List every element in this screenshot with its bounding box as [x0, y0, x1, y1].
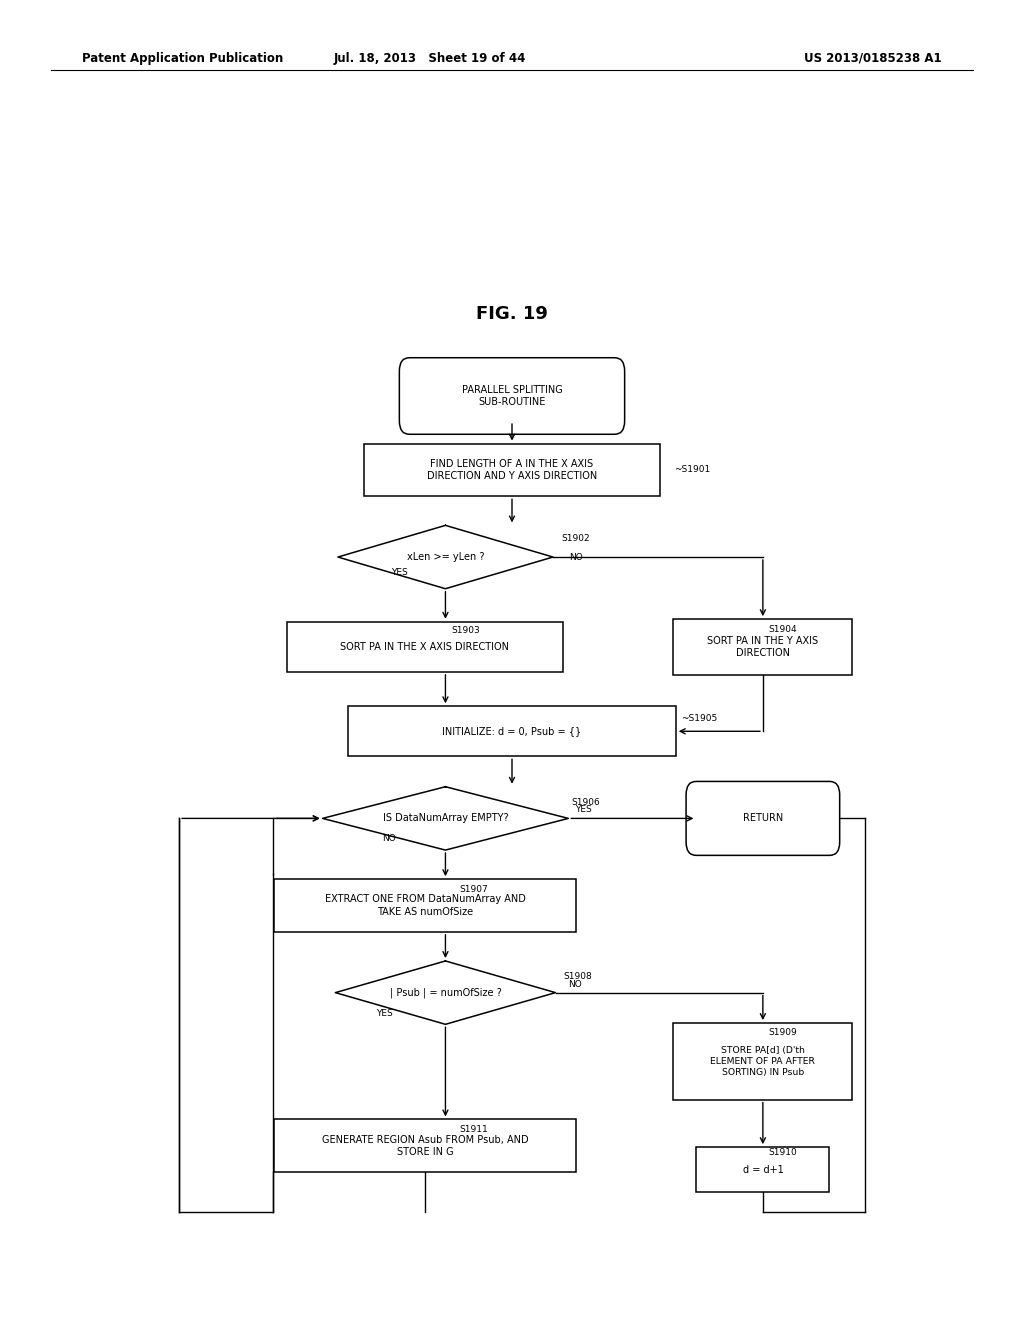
- Text: SORT PA IN THE X AXIS DIRECTION: SORT PA IN THE X AXIS DIRECTION: [340, 642, 510, 652]
- FancyBboxPatch shape: [273, 879, 575, 932]
- Text: NO: NO: [569, 553, 583, 561]
- FancyBboxPatch shape: [674, 619, 852, 675]
- Text: US 2013/0185238 A1: US 2013/0185238 A1: [805, 51, 942, 65]
- Polygon shape: [336, 961, 555, 1024]
- Text: STORE PA[d] (D'th
ELEMENT OF PA AFTER
SORTING) IN Psub: STORE PA[d] (D'th ELEMENT OF PA AFTER SO…: [711, 1045, 815, 1077]
- Text: S1908: S1908: [563, 973, 592, 981]
- Text: S1904: S1904: [768, 626, 797, 634]
- FancyBboxPatch shape: [287, 622, 563, 672]
- Text: PARALLEL SPLITTING
SUB-ROUTINE: PARALLEL SPLITTING SUB-ROUTINE: [462, 385, 562, 407]
- Text: d = d+1: d = d+1: [742, 1164, 783, 1175]
- Text: S1903: S1903: [452, 627, 480, 635]
- FancyBboxPatch shape: [696, 1147, 829, 1192]
- Text: Patent Application Publication: Patent Application Publication: [82, 51, 284, 65]
- Text: ~S1901: ~S1901: [674, 466, 710, 474]
- Text: RETURN: RETURN: [742, 813, 783, 824]
- Text: GENERATE REGION Asub FROM Psub, AND
STORE IN G: GENERATE REGION Asub FROM Psub, AND STOR…: [322, 1135, 528, 1156]
- Text: YES: YES: [575, 805, 592, 813]
- Text: | Psub | = numOfSize ?: | Psub | = numOfSize ?: [389, 987, 502, 998]
- Text: EXTRACT ONE FROM DataNumArray AND
TAKE AS numOfSize: EXTRACT ONE FROM DataNumArray AND TAKE A…: [325, 895, 525, 916]
- Text: NO: NO: [568, 981, 582, 989]
- Text: S1906: S1906: [571, 799, 600, 807]
- Polygon shape: [323, 787, 568, 850]
- FancyBboxPatch shape: [348, 706, 676, 756]
- FancyBboxPatch shape: [364, 444, 660, 496]
- Text: INITIALIZE: d = 0, Psub = {}: INITIALIZE: d = 0, Psub = {}: [442, 726, 582, 737]
- Text: S1909: S1909: [768, 1028, 797, 1036]
- Polygon shape: [338, 525, 553, 589]
- Text: FIG. 19: FIG. 19: [476, 305, 548, 323]
- Text: FIND LENGTH OF A IN THE X AXIS
DIRECTION AND Y AXIS DIRECTION: FIND LENGTH OF A IN THE X AXIS DIRECTION…: [427, 459, 597, 480]
- Text: ~S1905: ~S1905: [681, 714, 717, 722]
- Text: NO: NO: [382, 834, 396, 842]
- Text: S1902: S1902: [561, 535, 590, 543]
- Text: S1911: S1911: [460, 1126, 488, 1134]
- FancyBboxPatch shape: [674, 1023, 852, 1100]
- FancyBboxPatch shape: [686, 781, 840, 855]
- Text: Jul. 18, 2013   Sheet 19 of 44: Jul. 18, 2013 Sheet 19 of 44: [334, 51, 526, 65]
- Text: S1910: S1910: [768, 1148, 797, 1156]
- FancyBboxPatch shape: [273, 1119, 575, 1172]
- Text: SORT PA IN THE Y AXIS
DIRECTION: SORT PA IN THE Y AXIS DIRECTION: [708, 636, 818, 657]
- Text: IS DataNumArray EMPTY?: IS DataNumArray EMPTY?: [383, 813, 508, 824]
- FancyBboxPatch shape: [399, 358, 625, 434]
- Text: YES: YES: [376, 1010, 392, 1018]
- Text: S1907: S1907: [460, 886, 488, 894]
- Text: xLen >= yLen ?: xLen >= yLen ?: [407, 552, 484, 562]
- Text: YES: YES: [391, 569, 408, 577]
